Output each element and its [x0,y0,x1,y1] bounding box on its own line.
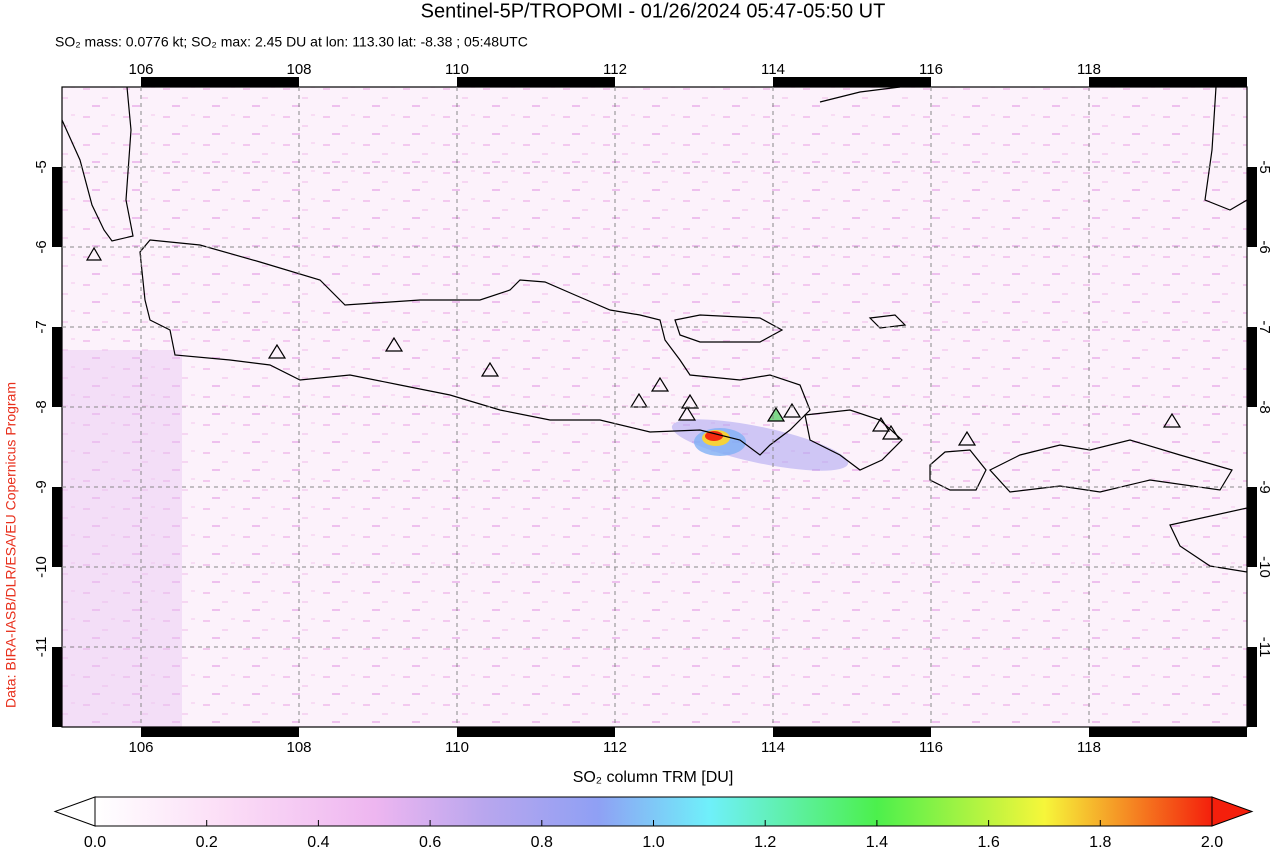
edge-bar [1247,167,1257,247]
subtitle: SO₂ mass: 0.0776 kt; SO₂ max: 2.45 DU at… [55,34,528,50]
edge-bar [52,327,62,407]
x-tick-label: 108 [286,739,311,756]
colorbar-low-arrow [53,796,96,827]
y-tick-label: -11 [1256,637,1272,658]
colorbar-tick-label: 1.4 [866,834,888,851]
colorbar-tick-label: 0.2 [196,834,218,851]
edge-bar [773,727,931,737]
y-tick-label: -9 [1256,480,1272,493]
x-tick-label: 112 [603,61,627,78]
edge-bar [52,647,62,727]
edge-bar [141,77,299,87]
x-tick-label: 118 [1077,61,1101,78]
so2-plume [671,419,849,471]
edge-bar [1247,487,1257,567]
colorbar-tick-label: 0.8 [531,834,553,851]
colorbar-tick-label: 1.0 [642,834,664,851]
colorbar-tick-label: 2.0 [1201,834,1223,851]
colorbar-tick-label: 1.6 [977,834,999,851]
x-tick-label: 112 [603,739,627,756]
edge-bar [457,77,615,87]
y-tick-label: -7 [33,320,50,333]
x-tick-label: 116 [919,739,943,756]
coastlines [62,87,1247,573]
x-tick-label: 108 [286,61,311,78]
edge-bar [1089,727,1247,737]
title: Sentinel-5P/TROPOMI - 01/26/2024 05:47-0… [421,0,886,22]
x-tick-label: 106 [128,61,153,78]
y-tick-label: -10 [1256,556,1272,578]
y-tick-label: -9 [33,480,50,493]
x-tick-label: 118 [1077,739,1101,756]
colorbar-high-arrow [1211,796,1254,827]
edge-bar [1089,77,1247,87]
edge-bar [1247,327,1257,407]
x-tick-label: 114 [761,739,785,756]
edge-bar [1247,647,1257,727]
colorbar-tick-label: 1.8 [1089,834,1111,851]
credit: Data: BIRA-IASB/DLR/ESA/EU Copernicus Pr… [3,382,19,708]
x-tick-label: 114 [761,61,785,78]
y-tick-label: -5 [33,160,50,173]
x-tick-label: 106 [128,739,153,756]
y-tick-label: -8 [33,400,50,413]
colorbar-tick-label: 0.4 [307,834,329,851]
y-tick-label: -10 [33,556,50,578]
colorbar-label: SO₂ column TRM [DU] [573,769,734,786]
edge-bar [52,487,62,567]
edge-bar [773,77,931,87]
y-tick-label: -5 [1256,160,1272,173]
y-tick-label: -6 [33,240,50,253]
y-tick-label: -11 [33,637,50,658]
colorbar-tick-label: 0.0 [84,834,106,851]
y-tick-label: -6 [1256,240,1272,253]
colorbar-tick-label: 0.6 [419,834,441,851]
x-tick-label: 110 [445,739,469,756]
x-tick-label: 116 [919,61,943,78]
x-tick-label: 110 [445,61,469,78]
edge-bar [457,727,615,737]
y-tick-label: -7 [1256,320,1272,333]
y-tick-label: -8 [1256,400,1272,413]
edge-bar [141,727,299,737]
colorbar-tick-label: 1.2 [754,834,776,851]
noise-band [62,350,182,727]
edge-bar [52,167,62,247]
